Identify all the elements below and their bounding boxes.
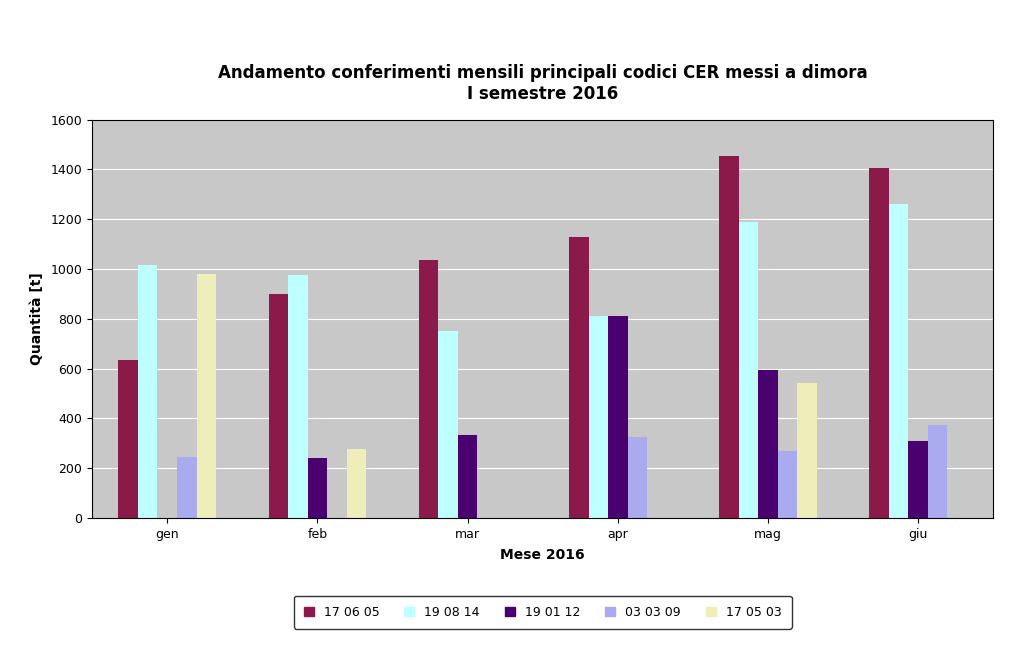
- Y-axis label: Quantità [t]: Quantità [t]: [30, 272, 44, 365]
- Bar: [608, 316, 628, 518]
- Bar: [268, 293, 288, 518]
- Bar: [758, 370, 778, 518]
- Bar: [928, 424, 947, 518]
- Bar: [889, 205, 908, 518]
- Bar: [778, 451, 798, 518]
- Bar: [177, 457, 197, 518]
- Bar: [628, 437, 647, 518]
- Bar: [138, 265, 158, 518]
- Bar: [419, 260, 438, 518]
- Bar: [347, 450, 367, 518]
- X-axis label: Mese 2016: Mese 2016: [501, 548, 585, 562]
- Bar: [738, 222, 758, 518]
- Bar: [798, 384, 817, 518]
- Bar: [119, 360, 138, 518]
- Bar: [438, 331, 458, 518]
- Bar: [307, 458, 328, 518]
- Bar: [569, 236, 589, 518]
- Legend: 17 06 05, 19 08 14, 19 01 12, 03 03 09, 17 05 03: 17 06 05, 19 08 14, 19 01 12, 03 03 09, …: [294, 596, 792, 629]
- Title: Andamento conferimenti mensili principali codici CER messi a dimora
I semestre 2: Andamento conferimenti mensili principal…: [218, 64, 867, 103]
- Bar: [869, 168, 889, 518]
- Bar: [719, 155, 738, 518]
- Bar: [589, 316, 608, 518]
- Bar: [288, 275, 307, 518]
- Bar: [908, 441, 928, 518]
- Bar: [458, 434, 477, 518]
- Bar: [197, 274, 216, 518]
